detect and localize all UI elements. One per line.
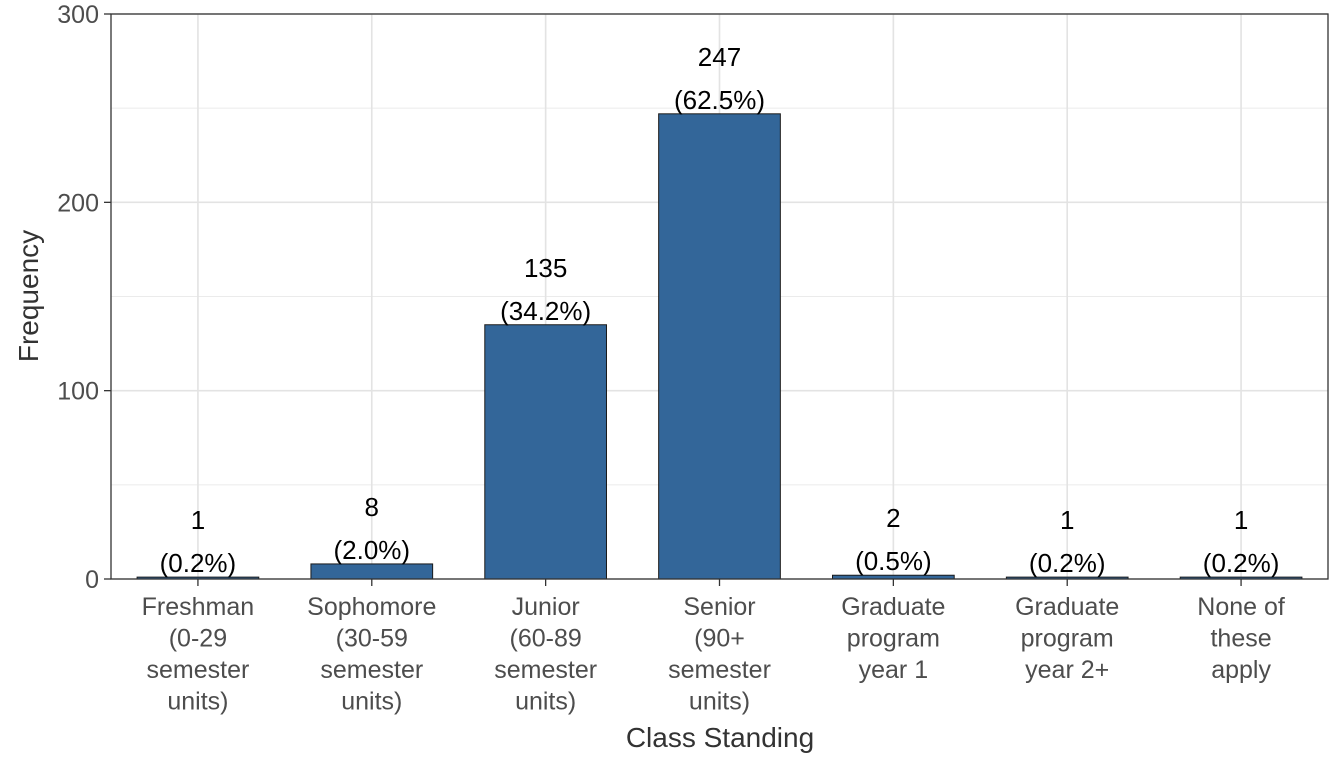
bar-value-label: 1 (0.2%) [160,505,237,578]
y-tick-label: 300 [57,1,99,29]
bars [136,113,1303,580]
y-tick-label: 200 [57,189,99,217]
bar-value-label: 247 (62.5%) [674,42,765,115]
x-tick-label: Junior (60-89 semester units) [494,593,597,716]
x-axis-title: Class Standing [626,722,814,753]
y-tick-label: 0 [85,566,99,594]
x-tick-label: Graduate program year 2+ [1015,593,1119,684]
y-axis-title: Frequency [13,230,44,362]
bar-value-label: 1 (0.2%) [1203,505,1280,578]
x-tick-label: None of these apply [1197,593,1285,684]
x-tick-label: Freshman (0-29 semester units) [142,593,255,716]
bar-value-label: 135 (34.2%) [500,253,591,326]
x-tick-label: Graduate program year 1 [841,593,945,684]
x-tick-label: Sophomore (30-59 semester units) [307,593,436,716]
bar [310,563,434,580]
x-axis: Freshman (0-29 semester units) Sophomore (30-… [142,579,1285,716]
bar-value-label: 1 (0.2%) [1029,505,1106,578]
bar [658,113,781,580]
y-axis: 0 100 200 300 [57,1,111,594]
data-labels: 1 (0.2%) 8 (2.0%) 135 (34.2%) 247 (62.5%) 2 (0.5%… [160,42,1280,578]
bar [484,324,607,580]
x-tick-label: Senior (90+ semester units) [668,593,771,716]
bar-value-label: 2 (0.5%) [855,503,932,576]
bar-value-label: 8 (2.0%) [333,492,410,565]
y-tick-label: 100 [57,378,99,406]
